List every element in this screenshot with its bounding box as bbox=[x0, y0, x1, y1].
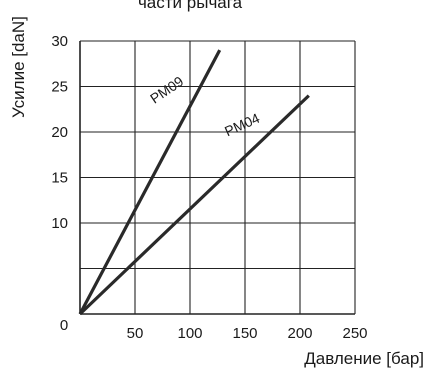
y-tick-label: 10 bbox=[51, 215, 68, 232]
x-tick-label: 150 bbox=[232, 325, 257, 342]
x-tick-label: 0 bbox=[60, 317, 68, 334]
chart-title: части рычага bbox=[138, 0, 243, 12]
x-tick-label: 250 bbox=[342, 325, 367, 342]
series-label-pm09: PM09 bbox=[147, 73, 186, 107]
y-tick-label: 20 bbox=[51, 124, 68, 141]
y-tick-label: 25 bbox=[51, 79, 68, 96]
grid bbox=[79, 40, 356, 315]
y-tick-label: 30 bbox=[51, 33, 68, 50]
x-tick-labels: 0 50 100 150 200 250 bbox=[60, 317, 368, 342]
x-tick-label: 50 bbox=[127, 325, 144, 342]
series-line-pm09 bbox=[78, 49, 222, 315]
series-label-pm04: PM04 bbox=[222, 110, 262, 140]
x-tick-label: 100 bbox=[177, 325, 202, 342]
y-tick-label: 15 bbox=[51, 170, 68, 187]
y-tick-labels: 10 15 20 25 30 bbox=[51, 33, 68, 232]
series-line-pm04 bbox=[78, 94, 310, 316]
x-axis-title: Давление [бар] bbox=[304, 349, 424, 368]
y-axis-title: Усилие [daN] bbox=[9, 16, 28, 118]
series-lines bbox=[78, 49, 310, 316]
x-tick-label: 200 bbox=[287, 325, 312, 342]
